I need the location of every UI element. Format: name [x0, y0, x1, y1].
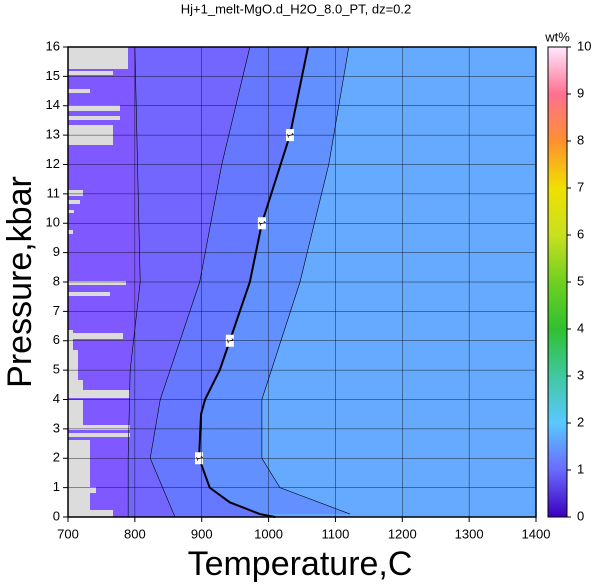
no-data	[68, 47, 128, 69]
no-data	[68, 510, 113, 517]
no-data	[68, 71, 113, 75]
y-tick-label: 12	[46, 156, 60, 171]
contour-line	[198, 46, 309, 518]
no-data	[68, 281, 126, 285]
no-data	[68, 400, 83, 430]
colorbar-tick-label: 5	[577, 273, 584, 288]
colorbar-tick-label: 10	[577, 38, 591, 53]
no-data	[68, 330, 73, 350]
colorbar-tick-label: 4	[577, 320, 584, 335]
colorbar-tick-label: 1	[577, 461, 584, 476]
no-data	[68, 230, 73, 234]
y-tick-label: 9	[53, 244, 60, 259]
no-data	[68, 425, 130, 430]
no-data	[68, 487, 96, 493]
x-axis-label: Temperature,C	[188, 545, 413, 583]
colorbar-tick-label: 7	[577, 179, 584, 194]
y-tick-label: 8	[53, 273, 60, 288]
no-data	[68, 350, 78, 380]
colorbar-tick-label: 2	[577, 414, 584, 429]
y-tick-label: 16	[46, 38, 60, 53]
chart-title: Hj+1_melt-MgO.d_H2O_8.0_PT, dz=0.2	[181, 1, 412, 16]
y-tick-label: 5	[53, 362, 60, 377]
y-tick-label: 3	[53, 420, 60, 435]
no-data	[68, 116, 120, 120]
y-tick-label: 13	[46, 127, 60, 142]
x-tick-label: 800	[124, 526, 146, 541]
y-axis-label: Pressure,kbar	[1, 176, 39, 388]
y-tick-label: 2	[53, 450, 60, 465]
no-data	[68, 433, 130, 437]
no-data	[68, 292, 110, 296]
no-data	[68, 210, 74, 213]
no-data	[68, 380, 83, 390]
colorbar-label: wt%	[544, 29, 570, 44]
x-tick-label: 1300	[455, 526, 484, 541]
x-tick-label: 1200	[388, 526, 417, 541]
colorbar-tick-label: 8	[577, 132, 584, 147]
no-data	[68, 89, 90, 93]
y-tick-label: 10	[46, 215, 60, 230]
colorbar-tick-label: 0	[577, 508, 584, 523]
y-tick-label: 0	[53, 508, 60, 523]
colorbar	[547, 46, 568, 518]
y-tick-label: 1	[53, 479, 60, 494]
plot-frame	[67, 46, 537, 518]
y-tick-label: 6	[53, 332, 60, 347]
colorbar-tick-label: 9	[577, 85, 584, 100]
y-tick-label: 7	[53, 303, 60, 318]
y-tick-label: 11	[47, 185, 61, 200]
x-tick-label: 1100	[321, 526, 349, 541]
y-tick-label: 15	[46, 68, 60, 83]
y-tick-label: 4	[53, 391, 60, 406]
x-tick-label: 1000	[254, 526, 283, 541]
colorbar-tick-label: 3	[577, 367, 584, 382]
y-tick-label: 14	[46, 97, 60, 112]
no-data	[68, 200, 80, 204]
no-data	[68, 105, 120, 111]
x-tick-label: 1400	[522, 526, 551, 541]
x-tick-label: 900	[191, 526, 213, 541]
no-data	[68, 333, 123, 339]
colorbar-tick-label: 6	[577, 226, 584, 241]
no-data	[68, 190, 83, 196]
no-data	[68, 390, 130, 398]
no-data	[68, 440, 90, 510]
x-tick-label: 700	[57, 526, 79, 541]
